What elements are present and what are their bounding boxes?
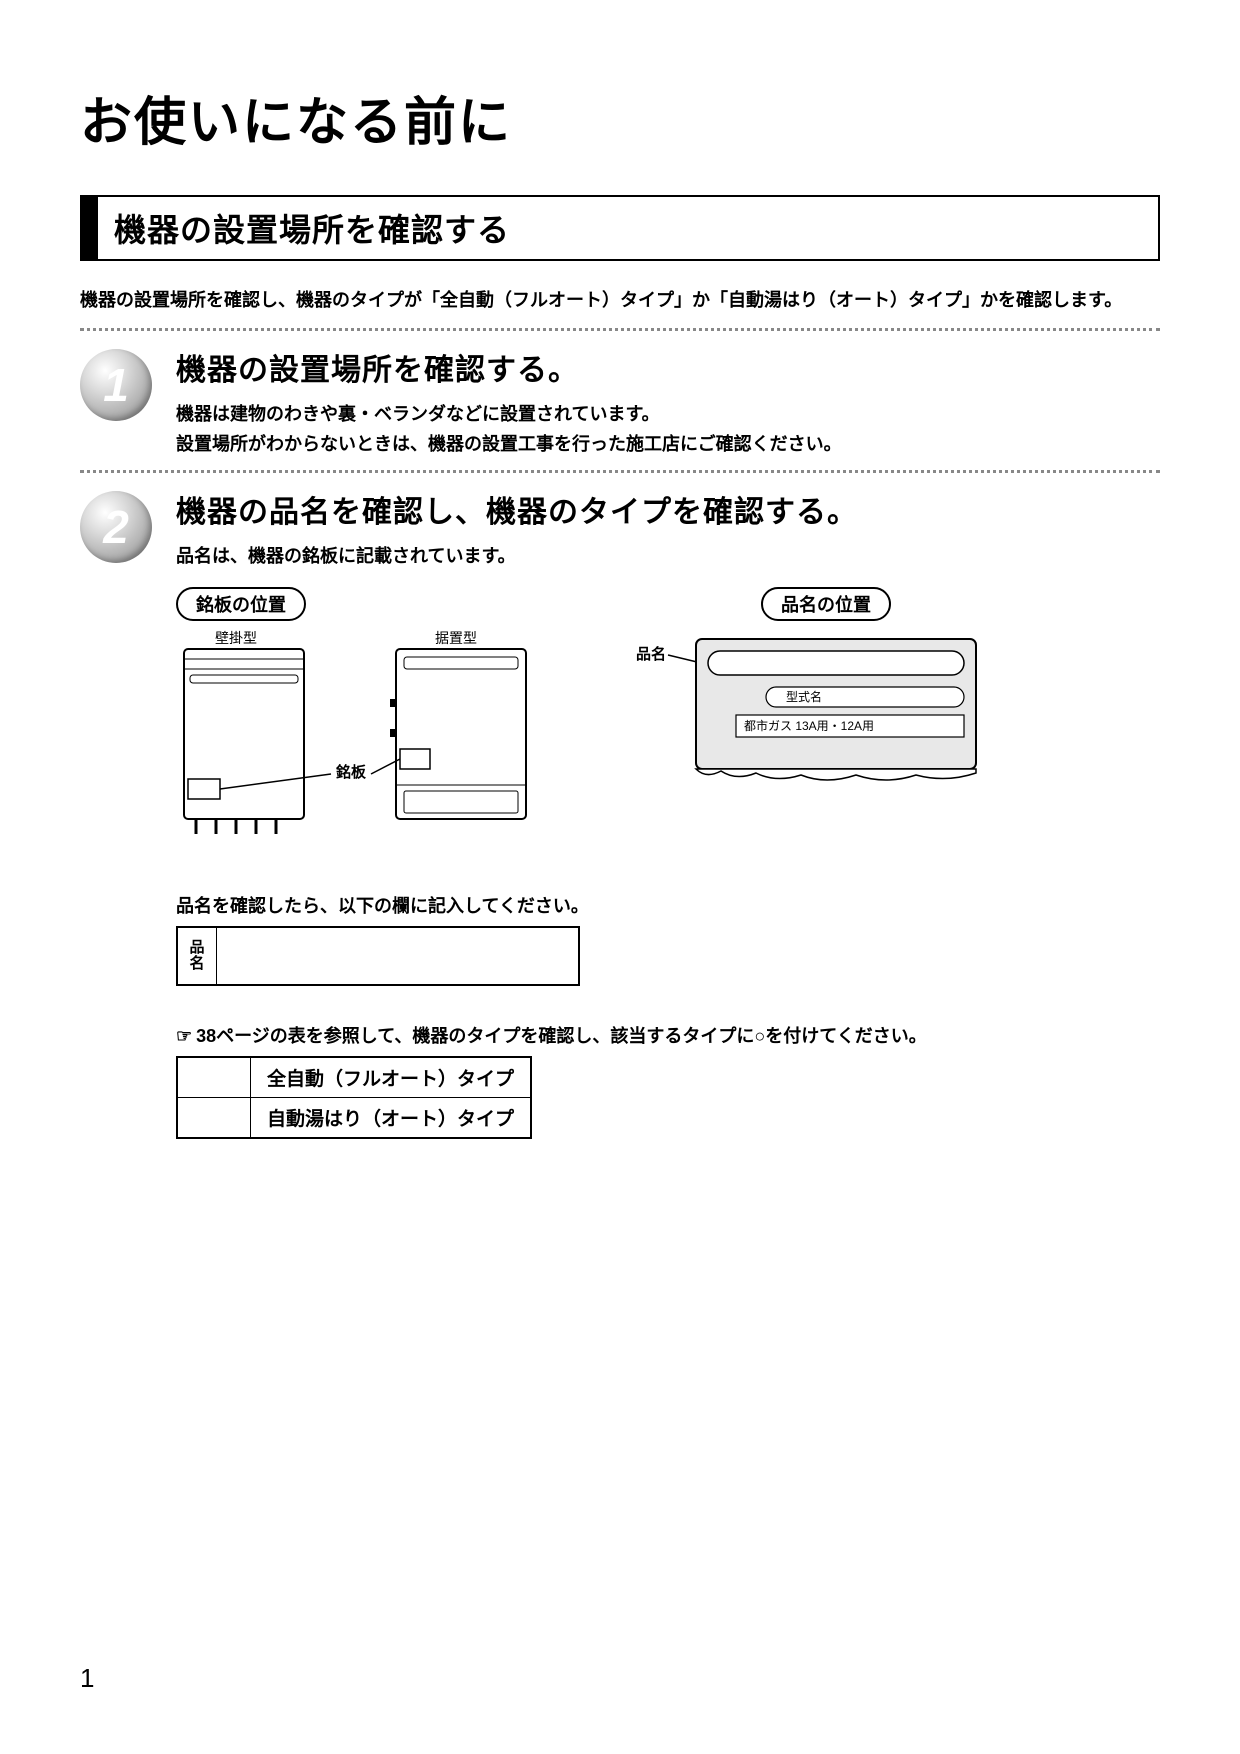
reference-text: ☞38ページの表を参照して、機器のタイプを確認し、該当するタイプに○を付けてくだ…	[176, 1022, 1160, 1048]
main-title: お使いになる前に	[80, 80, 1160, 155]
name-entry-box[interactable]: 品名	[176, 926, 580, 986]
step-2: 2 機器の品名を確認し、機器のタイプを確認する。 品名は、機器の銘板に記載されて…	[80, 487, 1160, 1140]
type-mark-cell-1[interactable]	[177, 1057, 251, 1098]
nameplate-position-label: 銘板の位置	[176, 587, 306, 621]
diagram-row: 銘板の位置 壁掛型	[176, 587, 1160, 864]
product-name-position-group: 品名の位置 品名 型式名	[606, 587, 986, 804]
product-name-position-label: 品名の位置	[761, 587, 891, 621]
reference-text-content: 38ページの表を参照して、機器のタイプを確認し、該当するタイプに○を付けてくださ…	[196, 1026, 927, 1046]
gas-type-field-label: 都市ガス 13A用・12A用	[744, 718, 874, 733]
table-row: 全自動（フルオート）タイプ	[177, 1057, 531, 1098]
type-mark-cell-2[interactable]	[177, 1098, 251, 1139]
step-2-body: 機器の品名を確認し、機器のタイプを確認する。 品名は、機器の銘板に記載されていま…	[176, 487, 1160, 1140]
entry-note: 品名を確認したら、以下の欄に記入してください。	[176, 892, 1160, 918]
step-2-number-badge: 2	[80, 491, 152, 563]
step-2-title: 機器の品名を確認し、機器のタイプを確認する。	[176, 487, 1160, 531]
step-1-desc-line1: 機器は建物のわきや裏・ベランダなどに設置されています。	[176, 404, 660, 424]
step-1-desc: 機器は建物のわきや裏・ベランダなどに設置されています。 設置場所がわからないとき…	[176, 399, 1160, 460]
wall-mount-label: 壁掛型	[215, 630, 257, 646]
model-name-field-label: 型式名	[786, 689, 822, 704]
name-entry-field[interactable]	[217, 928, 578, 984]
step-1: 1 機器の設置場所を確認する。 機器は建物のわきや裏・ベランダなどに設置されてい…	[80, 345, 1160, 460]
appliance-diagram: 壁掛型 据置型	[176, 629, 556, 859]
divider	[80, 328, 1160, 331]
step-1-number-badge: 1	[80, 349, 152, 421]
nameplate-pointer-label: 銘板	[336, 763, 367, 781]
step-1-desc-line2: 設置場所がわからないときは、機器の設置工事を行った施工店にご確認ください。	[176, 434, 842, 454]
divider	[80, 470, 1160, 473]
type-table: 全自動（フルオート）タイプ 自動湯はり（オート）タイプ	[176, 1056, 532, 1139]
type-auto-label: 自動湯はり（オート）タイプ	[251, 1098, 532, 1139]
product-name-pointer-label: 品名	[636, 645, 666, 663]
nameplate-position-group: 銘板の位置 壁掛型	[176, 587, 556, 864]
type-full-auto-label: 全自動（フルオート）タイプ	[251, 1057, 532, 1098]
floor-standing-label: 据置型	[435, 630, 477, 646]
step-1-title: 機器の設置場所を確認する。	[176, 345, 1160, 389]
name-entry-label: 品名	[178, 928, 217, 984]
section-heading: 機器の設置場所を確認する	[80, 195, 1160, 261]
page: お使いになる前に 機器の設置場所を確認する 機器の設置場所を確認し、機器のタイプ…	[0, 0, 1240, 1209]
step-2-desc: 品名は、機器の銘板に記載されています。	[176, 541, 1160, 572]
pointer-icon: ☞	[176, 1026, 192, 1046]
step-1-body: 機器の設置場所を確認する。 機器は建物のわきや裏・ベランダなどに設置されています…	[176, 345, 1160, 460]
nameplate-diagram: 品名 型式名 都市ガス 13A用・12A用	[606, 629, 986, 799]
table-row: 自動湯はり（オート）タイプ	[177, 1098, 531, 1139]
intro-text: 機器の設置場所を確認し、機器のタイプが「全自動（フルオート）タイプ」か「自動湯は…	[80, 285, 1160, 316]
page-number: 1	[80, 1663, 94, 1694]
